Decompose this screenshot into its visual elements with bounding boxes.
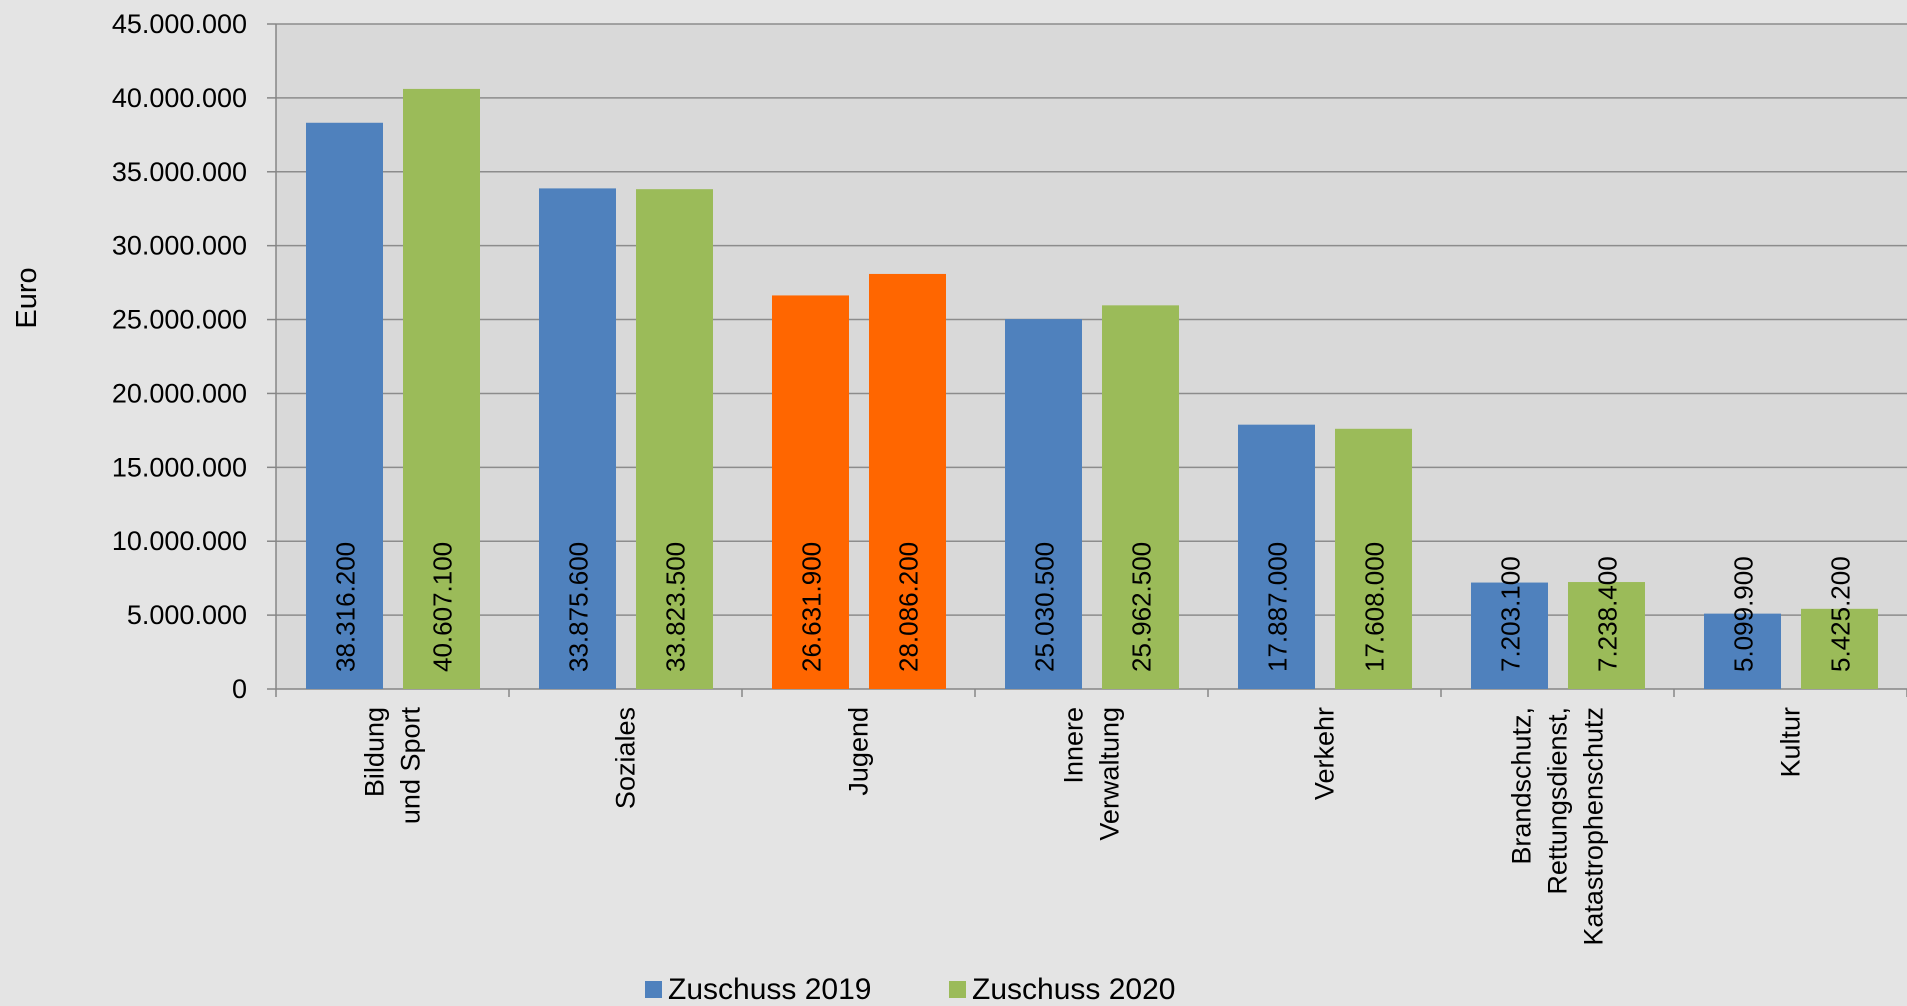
y-tick-label: 30.000.000 [112,231,247,261]
category-label: Innere Verwaltung [1059,707,1125,841]
data-label: 25.030.500 [1030,542,1060,672]
data-label: 5.425.200 [1826,556,1856,672]
bar [1704,613,1781,689]
data-label: 26.631.900 [797,542,827,672]
data-label: 40.607.100 [428,542,458,672]
category-label: Kultur [1776,707,1806,778]
bar [1102,305,1179,689]
bar [636,189,713,690]
y-tick-label: 5.000.000 [127,600,247,630]
legend-label-zuschuss-2020: Zuschuss 2020 [972,973,1175,1006]
category-label: Soziales [611,707,641,809]
bar [1335,428,1412,689]
y-tick-label: 25.000.000 [112,305,247,335]
y-tick-label: 0 [232,674,247,704]
category-labels: Bildung und Sport Soziales Jugend Innere Verw… [360,707,1806,946]
data-label: 33.875.600 [564,542,594,672]
y-tick-label: 15.000.000 [112,452,247,482]
category-label: Jugend [844,707,874,796]
plot-area [276,24,1907,689]
bar [1568,582,1645,689]
y-tick-label: 20.000.000 [112,378,247,408]
legend-swatch-zuschuss-2019 [645,981,662,998]
bar [306,122,383,689]
y-axis-title: Euro [11,267,43,328]
data-label: 5.099.900 [1729,556,1759,672]
bar [772,295,849,689]
bars [306,88,1878,690]
bar [1471,582,1548,689]
legend: Zuschuss 2019 Zuschuss 2020 [645,973,1175,1006]
bar [403,88,480,689]
y-axis-tick-labels: 0 5.000.000 10.000.000 15.000.000 20.000.000… [112,9,247,704]
category-label: Verkehr [1310,707,1340,800]
data-label: 38.316.200 [331,542,361,672]
bar [1005,319,1082,689]
bar [869,273,946,689]
legend-swatch-zuschuss-2020 [949,981,966,998]
data-label: 17.887.000 [1263,542,1293,672]
data-label: 25.962.500 [1127,542,1157,672]
bar [1801,608,1878,689]
y-tick-label: 10.000.000 [112,526,247,556]
data-label: 17.608.000 [1360,542,1390,672]
data-label: 33.823.500 [661,542,691,672]
bar [539,188,616,689]
bar [1238,424,1315,689]
y-tick-label: 35.000.000 [112,157,247,187]
legend-label-zuschuss-2019: Zuschuss 2019 [668,973,871,1006]
category-label: Bildung und Sport [360,707,426,825]
y-tick-label: 45.000.000 [112,9,247,39]
data-label: 28.086.200 [894,542,924,672]
data-label: 7.238.400 [1593,556,1623,672]
data-label: 7.203.100 [1496,556,1526,672]
y-tick-label: 40.000.000 [112,83,247,113]
category-label: Brandschutz, Rettungsdienst, Katastrophens… [1507,707,1609,946]
data-labels: 38.316.200 40.607.100 33.875.600 33.823.500… [331,542,1856,672]
